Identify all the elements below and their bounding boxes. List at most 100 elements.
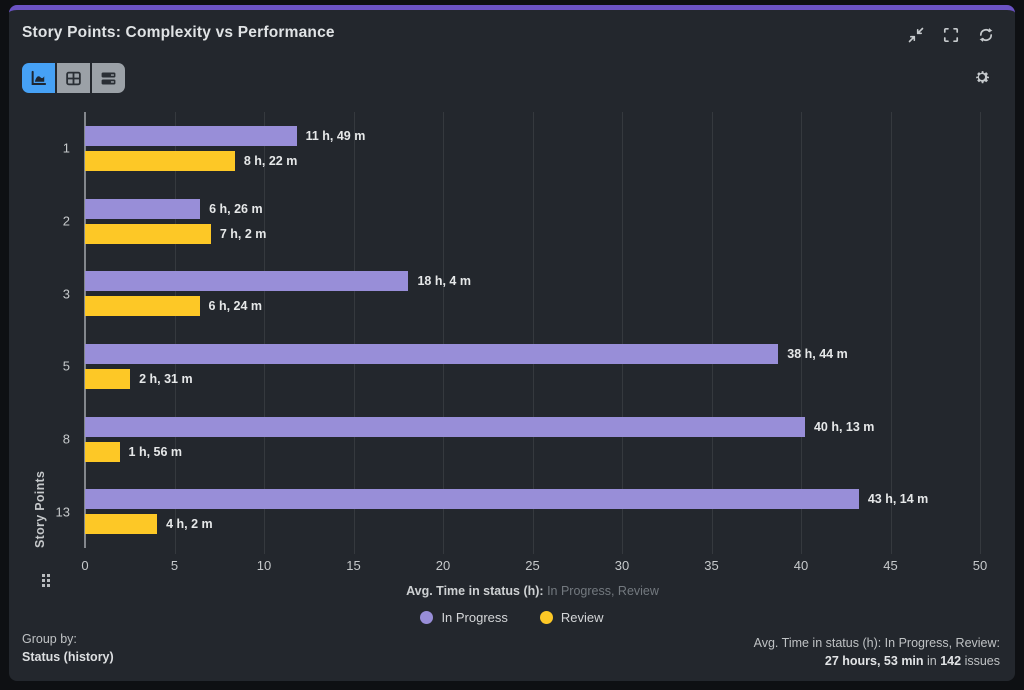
bar-line: 38 h, 44 m: [85, 343, 980, 364]
gear-icon: [976, 71, 989, 84]
legend-item[interactable]: Review: [539, 610, 604, 625]
category-row: 1 11 h, 49 m 8 h, 22 m: [63, 112, 980, 185]
category-row: 8 40 h, 13 m 1 h, 56 m: [63, 403, 980, 476]
chart: Story Points 1 11 h, 49 m 8 h, 22 m 2 6 h, 2…: [33, 112, 987, 632]
drag-handle-icon[interactable]: [42, 574, 50, 587]
legend-label: In Progress: [441, 610, 508, 625]
bar-value-label: 38 h, 44 m: [787, 346, 848, 361]
table-view-button[interactable]: [57, 63, 90, 93]
group-by-value: Status (history): [22, 650, 114, 664]
rows-view-button[interactable]: [92, 63, 125, 93]
y-tick-label: 2: [62, 213, 70, 229]
refresh-button[interactable]: [977, 26, 995, 44]
area-chart-icon: [31, 70, 47, 85]
bar-value-label: 11 h, 49 m: [305, 128, 366, 143]
gridline: [532, 112, 534, 554]
x-tick-label: 30: [614, 558, 630, 573]
bar-line: 6 h, 24 m: [85, 296, 980, 317]
bar-review[interactable]: [85, 368, 131, 389]
x-tick-label: 50: [972, 558, 988, 573]
time-in-status-gadget: Story Points: Complexity vs Performance: [9, 5, 1015, 681]
x-tick-label: 10: [256, 558, 272, 573]
x-tick-label: 5: [170, 558, 179, 573]
x-tick-label: 15: [346, 558, 361, 573]
x-axis-title-statuses: In Progress, Review: [543, 584, 659, 598]
x-tick-label: 45: [883, 558, 898, 573]
legend-dot: [539, 611, 553, 624]
bar-line: 8 h, 22 m: [85, 150, 980, 171]
gridline: [711, 112, 713, 554]
fullscreen-icon: [943, 27, 959, 43]
y-axis-title: Story Points: [33, 470, 47, 548]
bar-value-label: 43 h, 14 m: [867, 492, 929, 507]
bar-review[interactable]: [85, 441, 120, 462]
summary-title: Avg. Time in status (h): In Progress, Re…: [753, 636, 1000, 650]
compress-icon: [908, 27, 924, 43]
bar-line: 4 h, 2 m: [85, 514, 980, 535]
x-axis-title: Avg. Time in status (h): In Progress, Re…: [85, 584, 980, 598]
bar-in-progress[interactable]: [85, 343, 779, 364]
bar-review[interactable]: [85, 150, 235, 171]
bar-value-label: 6 h, 26 m: [209, 201, 263, 216]
x-tick-label: 20: [435, 558, 451, 573]
bar-in-progress[interactable]: [85, 489, 859, 510]
table-grid-icon: [66, 71, 81, 85]
collapse-button[interactable]: [907, 26, 925, 44]
bar-rows: 1 11 h, 49 m 8 h, 22 m 2 6 h, 26 m 7 h, 2 m 3 1…: [56, 112, 980, 548]
category-row: 5 38 h, 44 m 2 h, 31 m: [63, 330, 980, 403]
legend: In Progress Review: [9, 610, 1015, 625]
x-axis-title-main: Avg. Time in status (h):: [406, 584, 544, 598]
bar-in-progress[interactable]: [85, 416, 805, 437]
bar-line: 7 h, 2 m: [85, 223, 980, 244]
bar-review[interactable]: [85, 223, 211, 244]
group-by-block: Group by: Status (history): [22, 630, 114, 666]
bar-line: 11 h, 49 m: [85, 125, 980, 146]
bar-value-label: 18 h, 4 m: [417, 274, 471, 289]
bar-in-progress[interactable]: [85, 271, 409, 292]
gridline: [890, 112, 892, 554]
y-axis-line: [84, 112, 86, 548]
window-controls: [907, 26, 995, 44]
y-tick-label: 1: [62, 140, 70, 156]
fullscreen-button[interactable]: [942, 26, 960, 44]
category-row: 13 43 h, 14 m 4 h, 2 m: [56, 475, 980, 548]
bar-review[interactable]: [85, 514, 158, 535]
gridline: [174, 112, 176, 554]
bar-review[interactable]: [85, 296, 200, 317]
gridline: [353, 112, 355, 554]
bar-value-label: 6 h, 24 m: [208, 299, 263, 314]
legend-item[interactable]: In Progress: [420, 610, 508, 625]
summary-block: Avg. Time in status (h): In Progress, Re…: [754, 635, 1000, 670]
y-tick-label: 3: [62, 286, 70, 302]
bar-line: 1 h, 56 m: [85, 441, 980, 462]
bar-in-progress[interactable]: [85, 198, 201, 219]
bar-in-progress[interactable]: [85, 125, 297, 146]
bar-line: 40 h, 13 m: [85, 416, 980, 437]
plot-area: 1 11 h, 49 m 8 h, 22 m 2 6 h, 26 m 7 h, 2 m 3 1…: [56, 112, 981, 554]
bar-value-label: 8 h, 22 m: [243, 153, 298, 168]
gridline: [980, 112, 981, 554]
settings-button[interactable]: [972, 68, 992, 88]
view-switcher: [22, 63, 125, 93]
gridline: [443, 112, 444, 554]
bar-value-label: 2 h, 31 m: [139, 371, 193, 386]
bar-value-label: 40 h, 13 m: [813, 419, 875, 434]
summary-value: 27 hours, 53 min in 142 issues: [824, 653, 1000, 668]
rows-icon: [101, 72, 116, 84]
legend-label: Review: [560, 610, 604, 625]
x-tick-label: 25: [525, 558, 540, 573]
bar-line: 18 h, 4 m: [85, 271, 980, 292]
x-tick-label: 40: [793, 558, 809, 573]
bar-value-label: 1 h, 56 m: [128, 444, 183, 459]
refresh-icon: [979, 28, 993, 42]
x-tick-label: 0: [81, 558, 89, 573]
y-tick-label: 8: [62, 431, 70, 447]
group-by-label: Group by:: [22, 632, 77, 646]
gridline: [622, 112, 623, 554]
chart-view-button[interactable]: [22, 63, 55, 93]
legend-dot: [420, 611, 434, 624]
gridline: [264, 112, 265, 554]
category-row: 3 18 h, 4 m 6 h, 24 m: [63, 257, 980, 330]
bar-line: 2 h, 31 m: [85, 368, 980, 389]
page-title: Story Points: Complexity vs Performance: [22, 24, 335, 41]
